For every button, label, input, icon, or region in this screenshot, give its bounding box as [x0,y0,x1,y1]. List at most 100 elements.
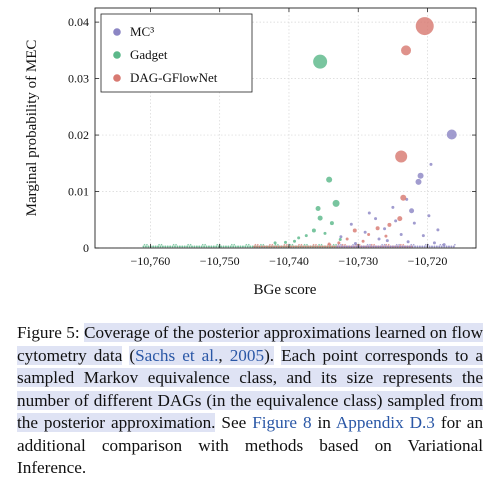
baseline-point-mc- [340,243,342,246]
baseline-point-gadget [146,243,148,246]
baseline-point-gadget [200,245,203,248]
baseline-point-mc- [431,245,434,248]
baseline-point-gadget [187,243,189,246]
baseline-point-gadget [306,243,308,246]
baseline-point-mc- [410,243,413,246]
baseline-point-gadget [201,243,204,246]
baseline-point-mc- [452,245,455,248]
baseline-point-gadget [320,243,323,246]
baseline-point-dag-gflownet [256,243,259,246]
point-mc- [383,227,387,231]
scatter-figure: −10,760 −10,750 −10,740 −10,730 −10,720 0 0.01… [24,7,477,298]
baseline-point-dag-gflownet [313,245,316,248]
baseline-point-mc- [401,245,404,248]
baseline-point-dag-gflownet [344,243,346,246]
baseline-point-mc- [375,245,378,248]
point-gadget [304,234,308,238]
y-tick-label: 0.02 [68,128,89,142]
point-dag-gflownet [400,194,407,201]
baseline-point-gadget [169,245,172,248]
baseline-point-gadget [205,245,208,248]
baseline-point-gadget [216,243,219,246]
figure-8-link[interactable]: Figure 8 [252,413,312,432]
baseline-point-dag-gflownet [277,245,280,248]
scatter-chart: −10,760 −10,750 −10,740 −10,730 −10,720 0 0.01… [24,7,477,298]
baseline-point-dag-gflownet [315,243,317,246]
baseline-point-dag-gflownet [298,243,300,246]
baseline-point-dag-gflownet [263,245,266,248]
baseline-point-mc- [346,245,349,248]
baseline-point-mc- [398,243,400,246]
baseline-point-mc- [365,245,368,248]
baseline-point-mc- [341,245,344,248]
point-gadget [313,54,328,69]
baseline-point-dag-gflownet [255,245,258,248]
baseline-point-mc- [389,245,392,248]
baseline-point-gadget [188,245,191,248]
baseline-point-gadget [335,243,337,246]
baseline-point-dag-gflownet [358,243,361,246]
baseline-point-mc- [397,245,400,248]
point-mc- [412,221,416,225]
point-dag-gflownet [401,45,412,56]
baseline-point-gadget [332,243,335,246]
baseline-point-dag-gflownet [328,245,331,248]
y-tick-label: 0.03 [68,72,89,86]
point-gadget [317,215,323,221]
baseline-point-dag-gflownet [373,243,375,246]
point-gadget [326,176,333,183]
baseline-point-gadget [241,245,244,248]
baseline-point-mc- [351,245,354,248]
citation-author-link[interactable]: Sachs et al. [135,345,219,365]
point-gadget [329,221,334,226]
baseline-point-mc- [418,245,421,248]
point-dag-gflownet [367,232,371,236]
baseline-point-dag-gflownet [271,243,274,246]
baseline-point-gadget [234,245,237,248]
baseline-point-dag-gflownet [294,245,297,248]
baseline-point-gadget [220,245,223,248]
point-dag-gflownet [352,228,357,233]
citation-year-link[interactable]: 2005 [229,345,265,365]
point-gadget [311,228,316,233]
point-dag-gflownet [384,234,388,238]
baseline-point-gadget [224,245,227,248]
baseline-point-mc- [409,245,412,248]
baseline-point-gadget [176,245,179,248]
legend-label-mc3: MC³ [130,24,154,39]
baseline-point-gadget [303,243,306,246]
citation: (Sachs et al., 2005). [129,345,275,365]
appendix-d3-link[interactable]: Appendix D.3 [335,413,435,432]
legend: MC³ Gadget DAG-GFlowNet [100,13,253,93]
baseline-point-gadget [190,245,193,248]
baseline-point-gadget [222,245,225,248]
point-gadget [284,240,287,244]
baseline-point-dag-gflownet [272,245,275,248]
baseline-point-mc- [352,243,354,246]
baseline-point-dag-gflownet [270,245,273,248]
baseline-point-gadget [154,245,157,248]
baseline-point-gadget [291,243,294,246]
baseline-point-gadget [152,245,155,248]
baseline-point-mc- [399,245,402,248]
baseline-point-mc- [369,243,371,246]
baseline-point-gadget [246,245,249,248]
legend-label-gadget: Gadget [130,47,168,62]
baseline-point-dag-gflownet [387,243,390,246]
baseline-point-gadget [161,245,164,248]
cite-sep: , [218,345,230,365]
baseline-point-mc- [338,245,341,248]
baseline-point-gadget [144,245,147,248]
baseline-point-gadget [157,245,160,248]
legend-label-dag-gflownet: DAG-GFlowNet [130,70,218,85]
point-gadget [297,236,301,240]
baseline-point-gadget [159,245,162,248]
x-tick-label: −10,760 [131,254,171,268]
baseline-point-gadget [229,245,232,248]
baseline-point-dag-gflownet [282,245,285,248]
baseline-point-gadget [166,245,169,248]
baseline-point-mc- [423,245,426,248]
baseline-point-mc- [438,245,441,248]
baseline-point-dag-gflownet [385,243,388,246]
baseline-point-gadget [262,243,265,246]
